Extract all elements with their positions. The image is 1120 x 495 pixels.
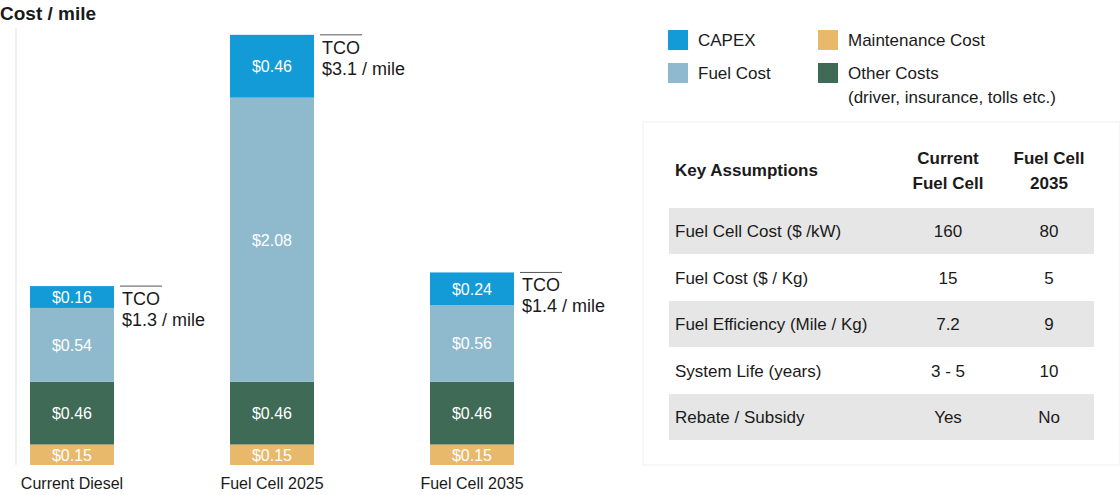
data-label: $0.46: [52, 405, 92, 422]
bar-segment: [430, 305, 514, 381]
legend-label: Maintenance Cost: [848, 31, 985, 50]
table-row-bg: [669, 394, 1094, 440]
table-cell: No: [1038, 408, 1060, 427]
bar-segment: [230, 382, 314, 445]
legend-line: Other Costs: [848, 64, 943, 83]
bar-segment: [230, 98, 314, 382]
data-label: $0.46: [452, 405, 492, 422]
annotation-rule: [320, 34, 362, 35]
table-cell: 7.2: [936, 315, 960, 334]
annotation-title: TCO: [522, 275, 560, 295]
bars: [30, 35, 514, 465]
data-label: $2.08: [252, 232, 292, 249]
table-header: 2035: [1030, 174, 1068, 193]
bar-segment: [30, 382, 114, 445]
table-cell: 15: [939, 269, 958, 288]
table-panel: [643, 122, 1120, 465]
annotation-title: TCO: [322, 38, 360, 58]
annotation-rule: [520, 272, 562, 273]
assumptions-table: Key Assumptions Current Fuel Cell Fuel Cell…: [643, 122, 1120, 465]
annotation-rule: [120, 286, 162, 287]
table-header: Key Assumptions: [675, 161, 818, 180]
table-cell: Fuel Cell Cost ($ /kW): [675, 222, 841, 241]
table-cell: 10: [1040, 362, 1059, 381]
table-cell: 3 - 5: [931, 362, 965, 381]
legend-label: Other Costs (driver, insurance, tolls et…: [848, 64, 1056, 107]
y-axis-line: [16, 28, 17, 465]
table-cell: System Life (years): [675, 362, 821, 381]
table-cell: Rebate / Subsidy: [675, 408, 805, 427]
annotation-text: $1.4 / mile: [522, 296, 605, 316]
bar-segment: [230, 445, 314, 465]
table-row-bg: [669, 208, 1094, 254]
bar-segment: [430, 272, 514, 305]
legend-label: Fuel Cost: [698, 64, 771, 83]
data-label: $0.46: [252, 58, 292, 75]
annotation-text: $1.3 / mile: [122, 310, 205, 330]
data-label: $0.56: [452, 335, 492, 352]
chart-root: Cost / mile $0.15 $0.46 $0.54 $0.16 $0.15 $0.4…: [0, 0, 1120, 495]
data-label: $0.24: [452, 281, 492, 298]
table-row-bg: [669, 301, 1094, 347]
annotation-title: TCO: [122, 289, 160, 309]
data-labels: $0.15 $0.46 $0.54 $0.16 $0.15 $0.46 $2.08 $0.46…: [52, 58, 492, 464]
legend-swatch: [818, 63, 838, 83]
data-label: $0.54: [52, 337, 92, 354]
bar-segment: [230, 35, 314, 98]
legend: CAPEX Fuel Cost Maintenance Cost Other Cost…: [668, 30, 1056, 107]
bar-segment: [30, 445, 114, 465]
data-label: $0.15: [52, 447, 92, 464]
legend-swatch: [668, 30, 688, 50]
chart-title: Cost / mile: [0, 3, 96, 24]
legend-line: (driver, insurance, tolls etc.): [848, 88, 1056, 107]
table-header: Fuel Cell: [913, 174, 984, 193]
category-label: Current Diesel: [21, 475, 123, 492]
category-label: Fuel Cell 2035: [420, 475, 523, 492]
table-cell: Yes: [934, 408, 962, 427]
table-cell: 160: [934, 222, 962, 241]
annotation-text: $3.1 / mile: [322, 59, 405, 79]
table-cell: 80: [1040, 222, 1059, 241]
legend-swatch: [818, 30, 838, 50]
category-label: Fuel Cell 2025: [220, 475, 323, 492]
table-header: Fuel Cell: [1014, 149, 1085, 168]
bar-segment: [30, 308, 114, 382]
table-cell: 5: [1044, 269, 1053, 288]
table-cell: Fuel Efficiency (Mile / Kg): [675, 315, 867, 334]
data-label: $0.15: [452, 447, 492, 464]
bar-segment: [30, 286, 114, 308]
data-label: $0.15: [252, 447, 292, 464]
bar-segment: [430, 382, 514, 445]
table-cell: 9: [1044, 315, 1053, 334]
legend-label: CAPEX: [698, 31, 756, 50]
bar-segment: [430, 445, 514, 465]
table-cell: Fuel Cost ($ / Kg): [675, 269, 808, 288]
data-label: $0.16: [52, 289, 92, 306]
table-header: Current: [917, 149, 979, 168]
legend-swatch: [668, 63, 688, 83]
data-label: $0.46: [252, 405, 292, 422]
